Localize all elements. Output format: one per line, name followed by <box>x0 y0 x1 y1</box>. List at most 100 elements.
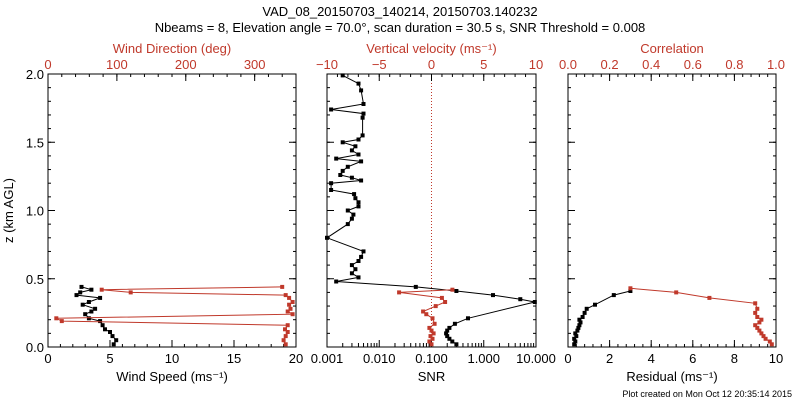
x-tick-label: 0.100 <box>415 351 448 366</box>
data-point <box>340 73 345 78</box>
data-point <box>353 267 358 272</box>
data-point <box>628 289 633 293</box>
top-tick-label: 0.0 <box>559 57 577 72</box>
data-point <box>361 102 366 106</box>
data-point <box>359 88 364 93</box>
plot-frame <box>326 73 537 348</box>
data-point <box>345 208 350 213</box>
top-tick-label: 1.0 <box>767 57 785 72</box>
data-point <box>397 290 402 295</box>
x-tick-label: 0.001 <box>311 351 344 366</box>
data-point <box>349 271 354 276</box>
data-point <box>443 300 448 304</box>
data-point <box>111 342 116 347</box>
x-tick-label: 2 <box>606 351 613 366</box>
figure-title-line1: VAD_08_20150703_140214, 20150703.140232 <box>262 4 537 19</box>
data-point <box>356 137 361 142</box>
x-tick-label: 10 <box>769 351 783 366</box>
data-point <box>430 336 435 341</box>
y-tick-label: 1.0 <box>26 204 44 219</box>
data-point <box>491 293 495 298</box>
series-residual <box>572 289 633 347</box>
series-line <box>75 286 117 345</box>
data-point <box>674 290 679 295</box>
data-point <box>345 222 350 227</box>
data-point <box>450 287 455 292</box>
data-point <box>89 287 94 292</box>
data-point <box>755 325 760 330</box>
top-tick-label: 300 <box>244 57 266 72</box>
data-point <box>445 334 450 339</box>
data-point <box>283 293 288 298</box>
data-point <box>574 334 579 339</box>
top-tick-label: 0.6 <box>684 57 702 72</box>
data-point <box>707 295 712 300</box>
data-point <box>359 254 364 259</box>
data-point <box>356 259 361 263</box>
data-point <box>334 279 339 284</box>
data-point <box>285 330 290 334</box>
data-point <box>340 140 345 145</box>
data-point <box>753 310 758 315</box>
data-point <box>108 330 112 334</box>
data-point <box>361 111 366 116</box>
data-point <box>329 181 334 186</box>
x-axis-label: Wind Speed (ms⁻¹) <box>116 369 228 384</box>
data-point <box>577 317 582 322</box>
data-point <box>759 317 764 322</box>
data-point <box>757 320 762 325</box>
data-point <box>356 275 361 280</box>
data-point <box>283 342 288 347</box>
data-point <box>593 302 597 307</box>
top-tick-label: 100 <box>106 57 128 72</box>
top-tick-label: −5 <box>372 57 387 72</box>
data-point <box>424 312 429 317</box>
data-point <box>573 339 578 344</box>
data-point <box>445 328 450 333</box>
data-point <box>356 200 361 205</box>
panel-snr: 0.001 0.010 0.100 1.000 10.000 SNR −10 −5 0 5 10 Ve… <box>311 41 556 384</box>
data-point <box>360 133 365 138</box>
data-point <box>281 338 286 343</box>
data-point <box>114 338 119 343</box>
data-point <box>447 336 452 341</box>
top-tick-label: 10 <box>529 57 543 72</box>
data-point <box>628 286 633 291</box>
data-point <box>761 334 766 339</box>
data-point <box>572 342 577 347</box>
data-point <box>361 249 366 254</box>
data-point <box>428 334 433 339</box>
data-point <box>98 295 103 300</box>
series-wind-direction <box>54 284 295 347</box>
data-point <box>352 192 357 197</box>
data-point <box>59 319 64 324</box>
data-point <box>421 309 426 314</box>
data-point <box>433 304 438 309</box>
data-point <box>454 289 459 293</box>
x-tick-label: 0.010 <box>363 351 396 366</box>
x-tick-label: 10.000 <box>516 351 556 366</box>
panel-residual: 0 2 4 6 8 10 Residual (ms⁻¹) 0.0 0.2 0.4 0.6 0.8 1.0… <box>559 41 785 384</box>
data-point <box>86 316 91 321</box>
data-point <box>359 178 364 183</box>
y-tick-label: 1.5 <box>26 135 44 150</box>
data-point <box>78 290 83 295</box>
data-point <box>576 325 581 330</box>
series-line <box>630 287 773 345</box>
data-point <box>427 325 432 330</box>
top-tick-label: 0.8 <box>725 57 743 72</box>
data-point <box>439 295 444 300</box>
data-point <box>759 331 764 336</box>
series-vertical-velocity <box>397 287 455 347</box>
data-point <box>280 284 285 289</box>
data-point <box>466 316 470 321</box>
data-point <box>285 323 290 328</box>
series-snr <box>325 73 537 347</box>
data-point <box>532 300 537 304</box>
data-point <box>572 336 577 341</box>
data-point <box>578 320 583 325</box>
series-line <box>56 286 295 345</box>
y-axis-label: z (km AGL) <box>1 178 16 243</box>
data-point <box>283 334 288 339</box>
data-point <box>577 323 582 328</box>
